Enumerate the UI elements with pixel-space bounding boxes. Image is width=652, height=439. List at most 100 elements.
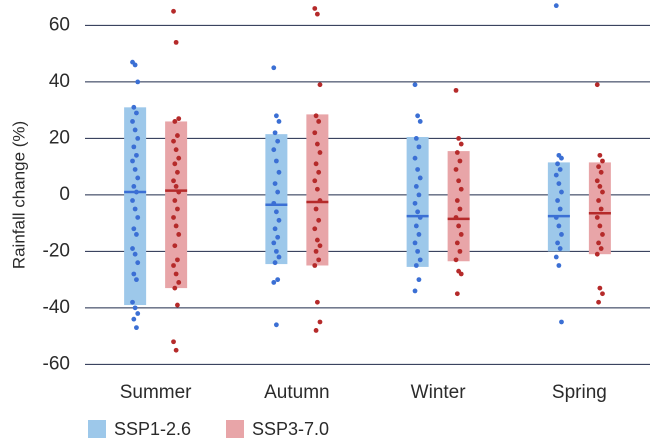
data-point [416,192,422,198]
data-point [317,319,323,325]
data-point [175,169,180,175]
data-point [596,299,601,305]
data-point [276,254,282,260]
data-point [458,232,464,237]
data-point [132,127,138,133]
data-point [132,167,138,172]
data-point [313,206,319,212]
data-point [555,161,560,167]
data-point [457,206,463,212]
data-point [134,277,139,283]
data-point [594,178,600,184]
data-point [555,198,560,203]
range-bar [265,134,288,265]
data-point [556,263,562,268]
y-tick-label: 20 [49,127,70,148]
data-point [273,322,279,328]
data-point [271,65,277,71]
data-point [172,243,178,249]
data-point [275,234,281,240]
data-point [130,119,135,124]
data-point [312,263,318,268]
y-tick-label: -20 [43,240,70,261]
data-point [416,144,422,150]
data-point [553,3,559,9]
x-tick-label: Spring [552,382,607,403]
data-point [454,291,460,297]
data-point [453,257,459,263]
data-point [171,215,176,220]
x-tick-label: Winter [411,382,467,403]
data-point [412,155,418,161]
data-point [415,113,421,119]
data-point [559,189,564,195]
data-point [171,8,176,14]
data-point [412,82,418,88]
data-point [316,257,322,263]
range-bar [406,136,429,267]
data-point [134,152,139,158]
legend-swatch [226,420,244,438]
data-point [271,147,277,153]
data-point [597,184,603,189]
data-point [598,246,604,251]
data-point [556,223,562,229]
data-point [176,155,182,161]
data-point [594,82,600,88]
data-point [458,186,464,192]
data-point [417,257,423,263]
data-point [412,288,418,294]
data-point [598,169,604,175]
data-point [559,319,564,325]
data-point [275,277,281,283]
data-point [171,263,176,268]
data-point [175,206,180,212]
data-point [317,82,323,88]
data-point [456,178,462,184]
data-point [172,198,178,203]
data-point [416,232,422,237]
data-point [131,316,137,322]
data-point [134,110,139,116]
data-point [131,144,137,150]
data-point [559,155,564,161]
data-point [175,257,180,263]
data-point [130,299,135,305]
data-point [130,158,135,164]
data-point [271,280,277,285]
data-point [130,198,135,203]
data-point [132,62,138,68]
data-point [172,119,178,124]
x-tick-label: Autumn [264,382,329,403]
data-point [412,200,418,206]
data-point [314,299,320,305]
data-point [131,226,137,232]
data-point [596,164,601,170]
data-point [598,206,604,212]
data-point [275,189,281,195]
data-point [453,87,459,93]
data-point [559,232,564,237]
data-point [276,119,282,124]
legend-label: SSP3-7.0 [252,419,329,439]
data-point [457,248,463,254]
data-point [413,184,419,189]
data-point [457,158,463,164]
data-point [135,135,141,141]
data-point [171,178,176,184]
data-point [317,243,323,249]
data-point [135,79,141,85]
data-point [312,6,318,11]
data-point [172,285,178,291]
data-point [173,347,179,353]
data-point [594,251,600,257]
data-point [597,223,603,229]
data-point [276,217,282,223]
data-point [453,167,459,172]
data-point [314,11,320,17]
data-point [454,240,460,246]
data-point [314,186,320,192]
data-point [135,215,141,220]
data-point [175,133,180,138]
data-point [135,260,141,266]
